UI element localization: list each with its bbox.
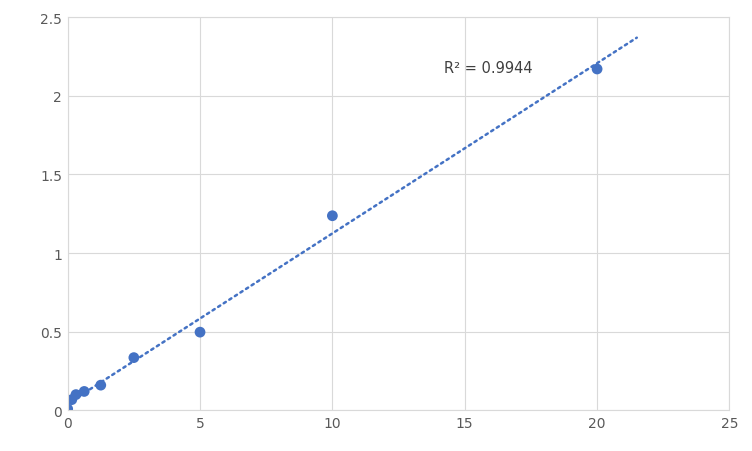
Point: [128, 354, 140, 361]
Point: [95, 382, 107, 389]
Point: [591, 66, 603, 74]
Point: [62, 405, 74, 413]
Point: [78, 388, 90, 395]
Point: [65, 396, 77, 403]
Text: R² = 0.9944: R² = 0.9944: [444, 61, 532, 76]
Point: [194, 329, 206, 336]
Point: [70, 391, 82, 398]
Point: [326, 213, 338, 220]
